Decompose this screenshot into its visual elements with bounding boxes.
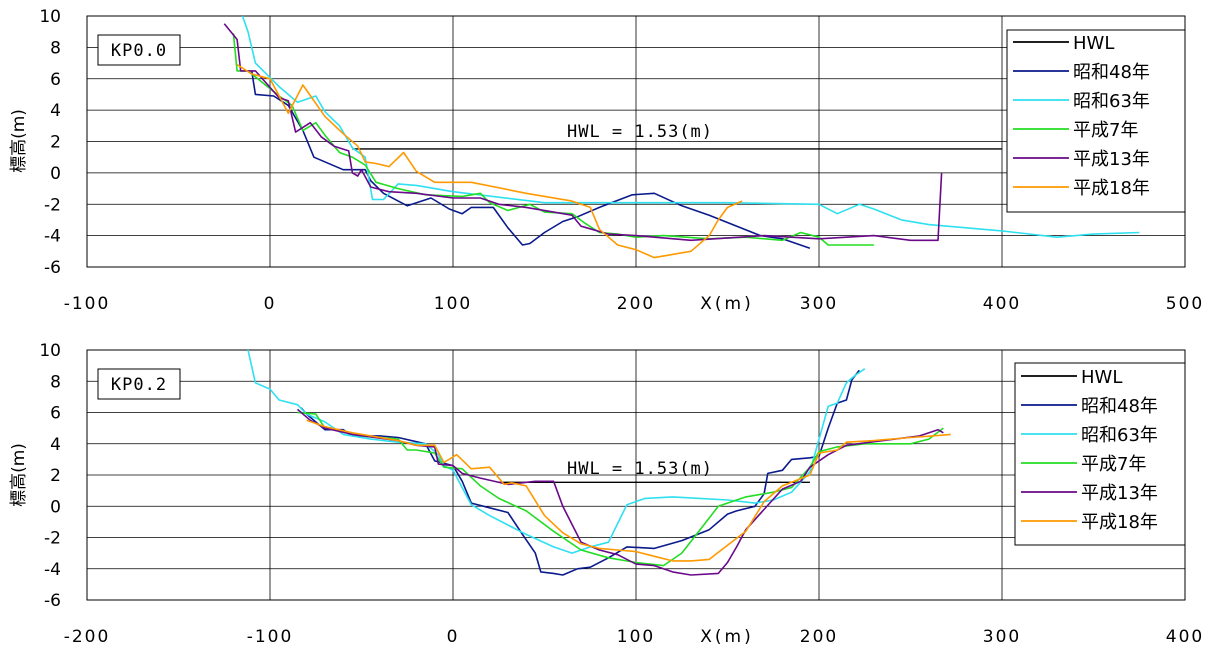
legend-label: 平成13年 [1081,483,1158,504]
x-tick-label: -100 [247,627,294,647]
legend-label: 平成13年 [1073,149,1150,170]
legend-label: 平成7年 [1073,120,1138,141]
legend-label: 平成18年 [1073,178,1150,199]
y-tick-label: -2 [44,529,61,549]
legend-box [1014,362,1186,546]
y-tick-label: 6 [50,70,61,90]
x-tick-label: 300 [800,294,838,314]
x-tick-label: 100 [617,627,655,647]
y-axis-label: 標高(m) [9,109,29,173]
y-tick-label: -6 [44,591,61,611]
legend-label: 昭和48年 [1081,396,1158,417]
legend-label: HWL [1081,367,1122,388]
x-tick-label: -100 [64,294,111,314]
y-tick-label: -6 [44,258,61,278]
y-tick-label: -4 [44,560,61,580]
x-tick-label: 300 [983,627,1021,647]
series-line-平成13年 [296,408,944,576]
x-tick-label: 0 [264,294,277,314]
series-line-昭和48年 [250,70,811,249]
y-tick-label: 8 [50,372,61,392]
station-label-box [97,368,181,400]
legend-box [1006,29,1186,213]
y-tick-label: 10 [39,341,61,361]
x-tick-label: 0 [447,627,460,647]
y-tick-label: 2 [50,133,61,153]
chart-1: -6 -4 -2 0 2 4 6 8 10 -100 0 100 200 300 400 500 X(m) 標高(… [9,7,1204,314]
y-tick-label: 8 [50,38,61,58]
legend-label: 昭和63年 [1073,91,1150,112]
series-line-平成18年 [236,63,743,259]
series-line-平成18年 [306,419,951,562]
chart-2: -6 -4 -2 0 2 4 6 8 10 -200 -100 0 100 200 300 400 X(m) 標高… [9,341,1204,647]
hwl-annotation: HWL = 1.53(m) [567,122,713,142]
station-label: KP0.2 [111,375,167,395]
y-axis-label: 標高(m) [9,443,29,507]
x-axis-label: X(m) [700,294,753,314]
y-tick-label: 0 [50,164,61,184]
series-line-昭和48年 [300,369,860,576]
y-tick-label: -4 [44,227,61,247]
legend-label: 平成18年 [1081,512,1158,533]
y-tick-label: 6 [50,404,61,424]
y-tick-label: -2 [44,195,61,215]
legend-label: 平成7年 [1081,454,1146,475]
legend-label: HWL [1073,33,1114,54]
series-line-平成13年 [223,23,943,242]
station-label: KP0.0 [111,41,167,61]
x-tick-label: 200 [800,627,838,647]
station-label-box [97,34,181,66]
hwl-annotation: HWL = 1.53(m) [567,459,713,479]
x-axis-label: X(m) [700,627,753,647]
y-tick-label: 10 [39,7,61,27]
y-tick-label: 2 [50,466,61,486]
y-tick-label: 4 [50,435,61,455]
series-line-昭和63年 [241,15,1140,238]
x-tick-label: 500 [1166,294,1204,314]
x-tick-label: 100 [434,294,472,314]
x-tick-label: -200 [64,627,111,647]
y-tick-label: 0 [50,497,61,517]
legend-label: 昭和48年 [1073,62,1150,83]
x-tick-label: 400 [983,294,1021,314]
legend-label: 昭和63年 [1081,425,1158,446]
y-tick-label: 4 [50,101,61,121]
x-tick-label: 200 [617,294,655,314]
x-tick-label: 400 [1166,627,1204,647]
